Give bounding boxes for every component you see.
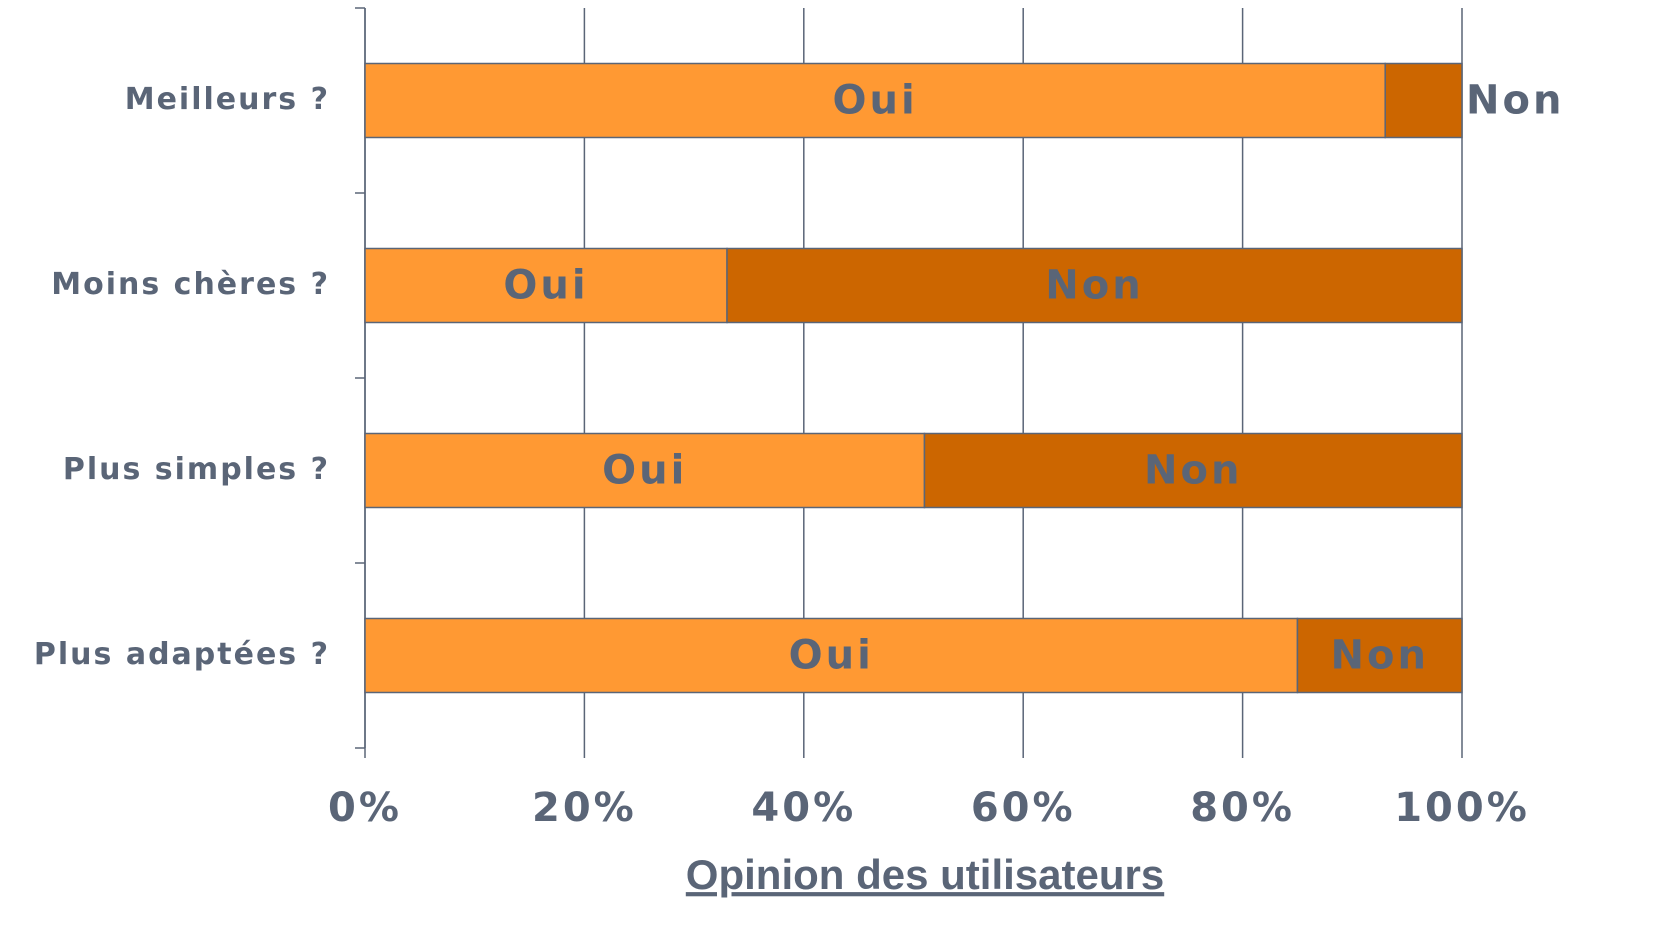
category-label: Plus adaptées ? <box>34 637 330 672</box>
bar-segment <box>364 62 1386 139</box>
x-tick-label: 100% <box>1394 785 1530 831</box>
segment-label: Oui <box>602 448 687 494</box>
x-tick-label: 20% <box>532 785 637 831</box>
category-label: Plus simples ? <box>63 452 330 487</box>
bar-segment <box>1296 617 1463 694</box>
x-tick-label: 40% <box>751 785 856 831</box>
segment-label: Non <box>1144 448 1242 494</box>
category-label: Moins chères ? <box>51 267 330 302</box>
x-tick-label: 80% <box>1190 785 1295 831</box>
segment-label: Oui <box>789 633 874 679</box>
bar-segment <box>1384 62 1463 139</box>
bar-segment <box>726 247 1463 324</box>
segment-label: Oui <box>833 78 918 124</box>
bar-segment <box>364 617 1299 694</box>
bar-segment <box>364 247 728 324</box>
segment-label: Non <box>1466 78 1564 124</box>
x-tick-label: 0% <box>328 785 402 831</box>
bar-segment <box>364 432 926 509</box>
x-tick-label: 60% <box>971 785 1076 831</box>
category-label: Meilleurs ? <box>125 82 330 117</box>
segment-label: Oui <box>503 263 588 309</box>
bar-segment <box>923 432 1463 509</box>
x-axis-title: Opinion des utilisateurs <box>686 851 1164 898</box>
segment-label: Non <box>1331 633 1429 679</box>
segment-label: Non <box>1045 263 1143 309</box>
